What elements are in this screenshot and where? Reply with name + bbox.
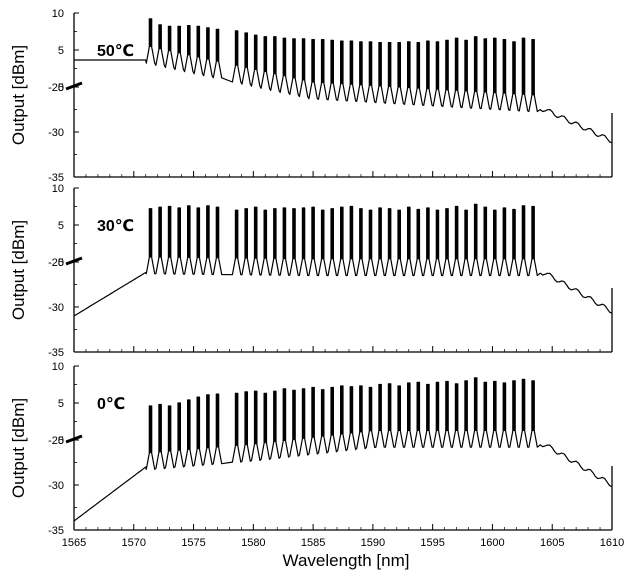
y-tick-label: -25 <box>48 435 64 447</box>
spectrum-trace <box>73 203 613 317</box>
temperature-label: 50℃ <box>97 43 134 60</box>
x-tick-label: 1610 <box>600 537 624 549</box>
y-tick-label: -30 <box>48 127 64 139</box>
y-tick-label: -30 <box>48 302 64 314</box>
y-tick-label: 10 <box>52 183 64 195</box>
y-axis-label: Output [dBm] <box>9 398 28 498</box>
x-tick-label: 1595 <box>420 537 444 549</box>
y-tick-label: -30 <box>48 480 64 492</box>
y-tick-label: 5 <box>58 220 64 232</box>
spectrum-trace <box>74 18 613 144</box>
temperature-label: 0℃ <box>97 396 125 413</box>
x-tick-label: 1565 <box>62 537 86 549</box>
x-tick-label: 1575 <box>181 537 205 549</box>
y-tick-label: 0 <box>58 435 64 447</box>
axis-break-mark <box>65 434 83 444</box>
y-tick-label: 0 <box>58 257 64 269</box>
y-tick-label: 5 <box>58 398 64 410</box>
y-tick-label: 10 <box>52 361 64 373</box>
y-tick-label: 0 <box>58 82 64 94</box>
panel-1: 10 5 0-25 -30 -35 Output [dBm] 30℃ <box>9 183 613 359</box>
y-axis-label: Output [dBm] <box>9 45 28 145</box>
x-tick-label: 1585 <box>301 537 325 549</box>
x-tick-label: 1590 <box>361 537 385 549</box>
spectrum-trace <box>73 377 613 522</box>
x-tick-label: 1570 <box>122 537 146 549</box>
x-tick-label: 1605 <box>540 537 564 549</box>
temperature-label: 30℃ <box>97 218 134 235</box>
y-tick-label: 10 <box>52 8 64 20</box>
y-tick-label: -25 <box>48 257 64 269</box>
x-tick-label: 1600 <box>480 537 504 549</box>
y-tick-label: -25 <box>48 82 64 94</box>
panel-0: 10 5 0-25 -30 -35 Output [dBm] 50℃ <box>9 8 613 184</box>
y-tick-label: -35 <box>48 347 64 359</box>
axis-break-mark <box>65 81 83 91</box>
axis-break-mark <box>65 256 83 266</box>
y-axis-label: Output [dBm] <box>9 220 28 320</box>
y-tick-label: -35 <box>48 172 64 184</box>
x-tick-label: 1580 <box>241 537 265 549</box>
y-tick-label: -35 <box>48 525 64 537</box>
x-axis-label: Wavelength [nm] <box>283 551 410 570</box>
y-tick-label: 5 <box>58 45 64 57</box>
